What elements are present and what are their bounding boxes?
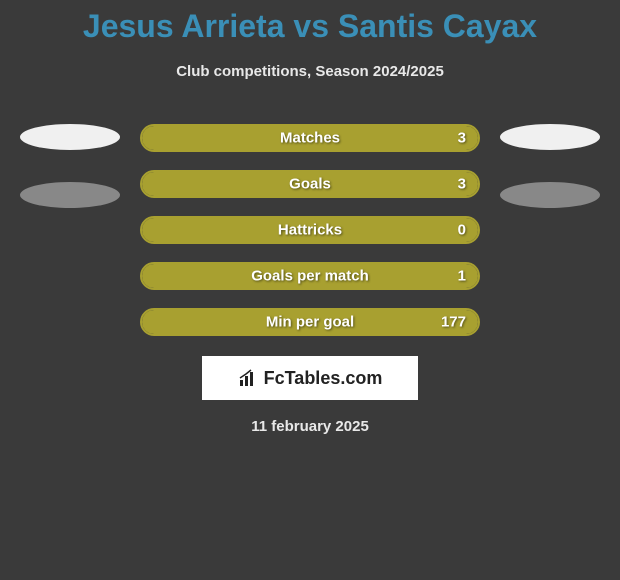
left-ellipses xyxy=(20,124,120,208)
bar-value: 3 xyxy=(458,176,466,193)
bar-label: Goals xyxy=(289,176,331,193)
bar-label: Matches xyxy=(280,130,340,147)
container: Jesus Arrieta vs Santis Cayax Club compe… xyxy=(0,0,620,435)
vs-text: vs xyxy=(293,8,329,44)
bar-label: Hattricks xyxy=(278,222,342,239)
brand-box: FcTables.com xyxy=(202,356,418,400)
bar-label: Goals per match xyxy=(251,268,369,285)
bar-row-matches: Matches 3 xyxy=(140,124,480,152)
bar-row-goals-per-match: Goals per match 1 xyxy=(140,262,480,290)
player1-name: Jesus Arrieta xyxy=(83,8,285,44)
bar-label: Min per goal xyxy=(266,314,354,331)
right-ellipses xyxy=(500,124,600,208)
bar-row-goals: Goals 3 xyxy=(140,170,480,198)
date-text: 11 february 2025 xyxy=(251,418,369,435)
bar-row-min-per-goal: Min per goal 177 xyxy=(140,308,480,336)
player2-name: Santis Cayax xyxy=(338,8,537,44)
page-title: Jesus Arrieta vs Santis Cayax xyxy=(83,8,537,45)
bar-value: 3 xyxy=(458,130,466,147)
brand-text: FcTables.com xyxy=(264,368,383,389)
stat-bars: Matches 3 Goals 3 Hattricks 0 Goals per … xyxy=(140,124,480,336)
bar-value: 0 xyxy=(458,222,466,239)
left-ellipse-1 xyxy=(20,124,120,150)
bar-value: 177 xyxy=(441,314,466,331)
subtitle: Club competitions, Season 2024/2025 xyxy=(176,63,444,80)
chart-icon xyxy=(238,368,258,388)
right-ellipse-2 xyxy=(500,182,600,208)
bar-value: 1 xyxy=(458,268,466,285)
left-ellipse-2 xyxy=(20,182,120,208)
right-ellipse-1 xyxy=(500,124,600,150)
stats-area: Matches 3 Goals 3 Hattricks 0 Goals per … xyxy=(0,124,620,336)
bar-row-hattricks: Hattricks 0 xyxy=(140,216,480,244)
